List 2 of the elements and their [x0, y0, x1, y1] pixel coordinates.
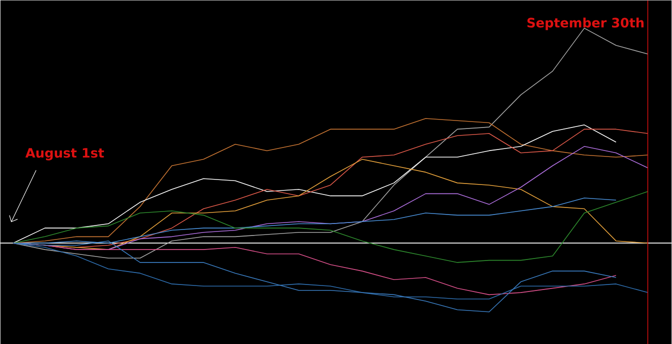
annotation: September 30th	[527, 17, 644, 30]
annotation: August 1st	[25, 148, 104, 160]
